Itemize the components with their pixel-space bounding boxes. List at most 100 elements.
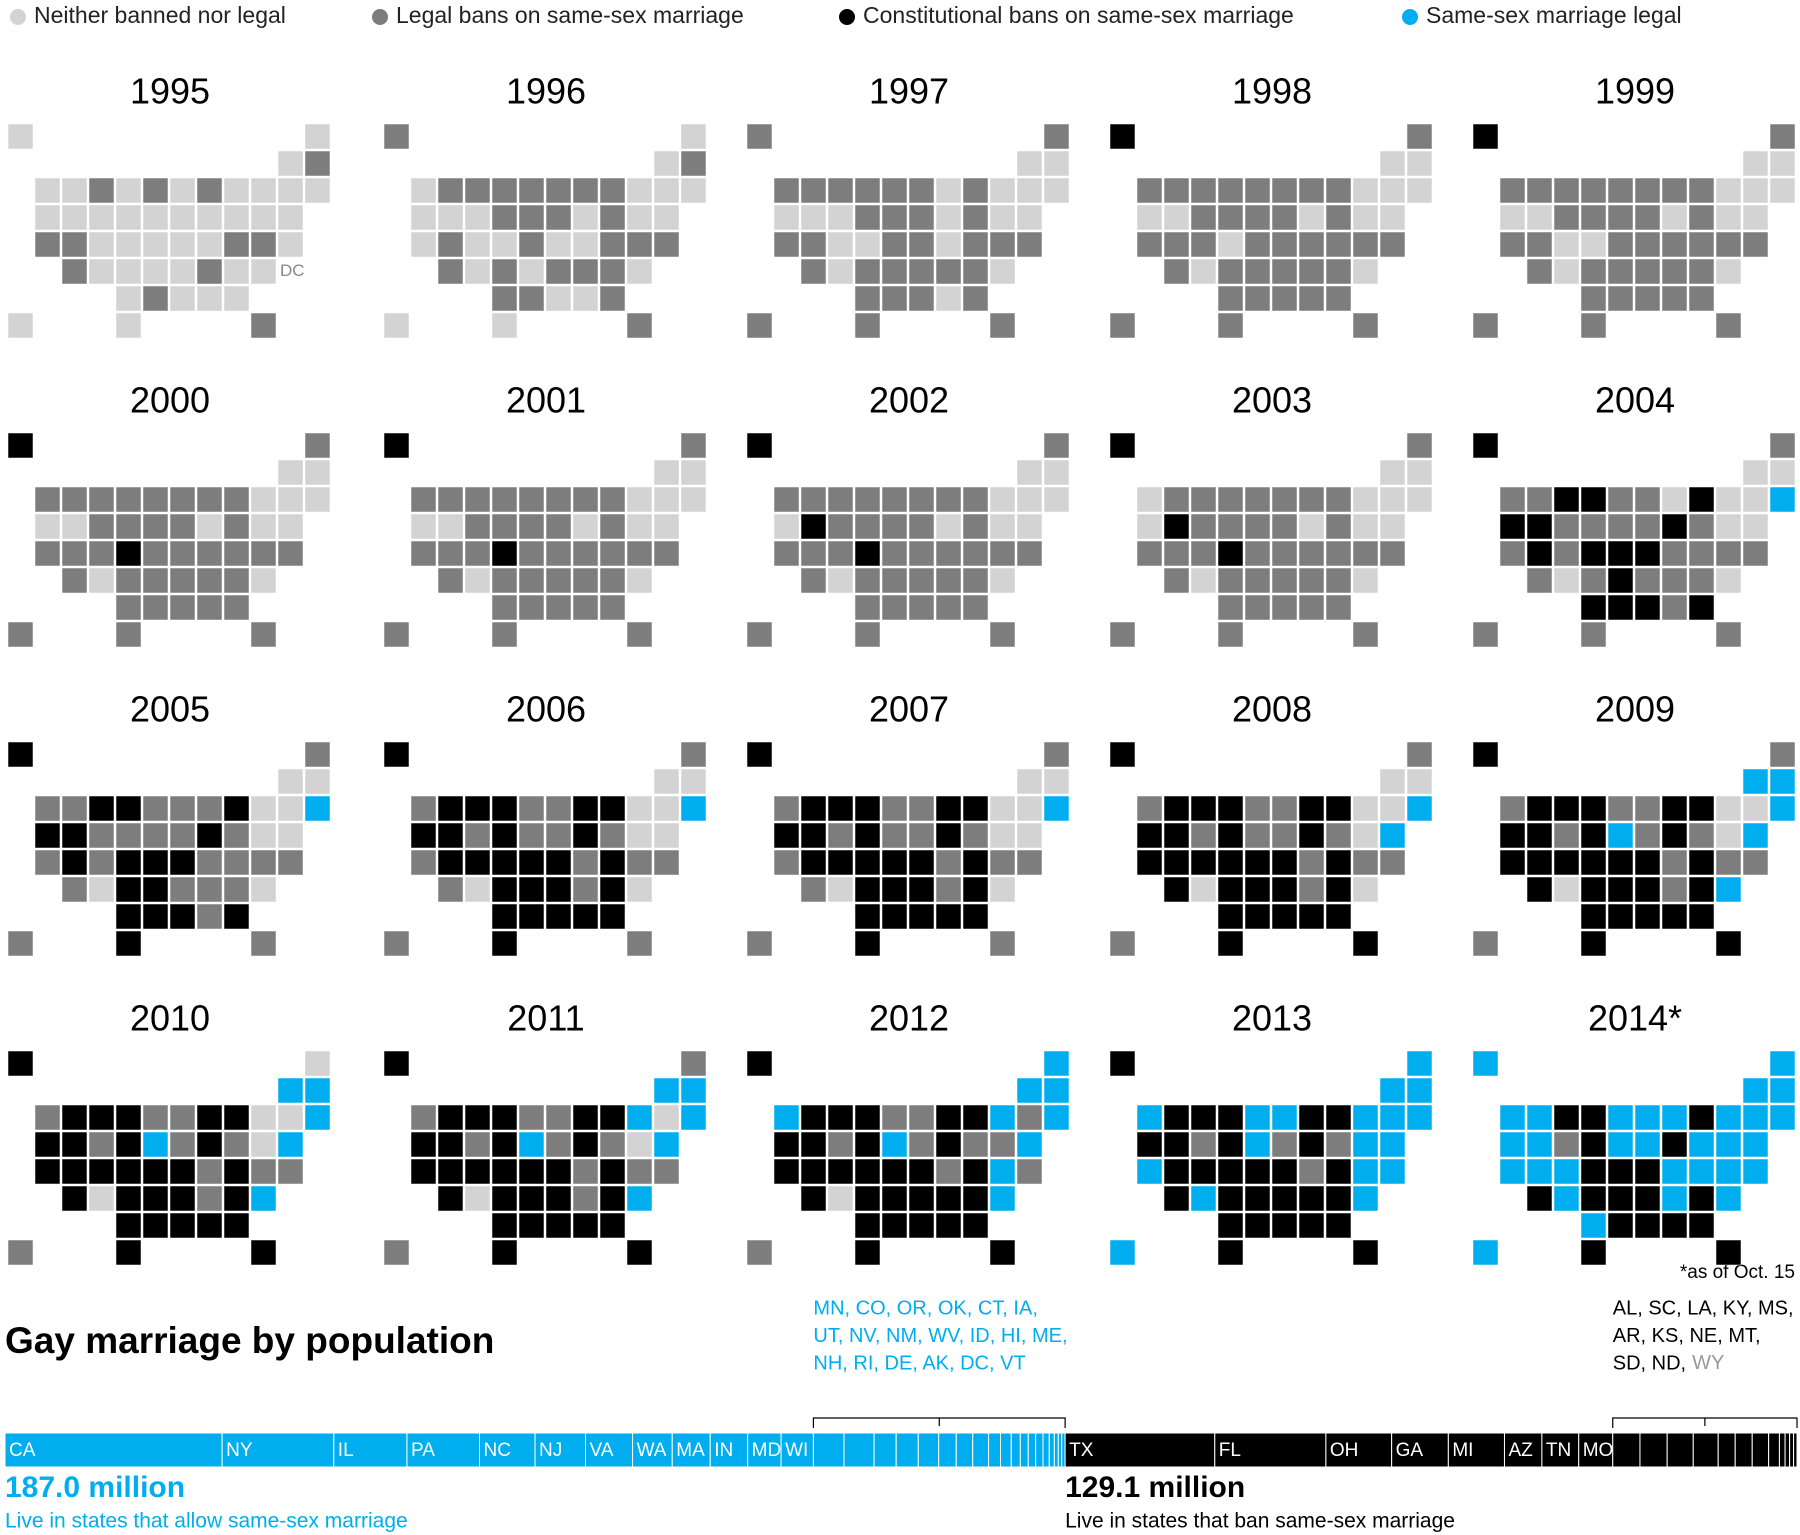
state-tile xyxy=(1136,540,1163,567)
state-tile xyxy=(1325,876,1352,903)
state-tile xyxy=(1136,849,1163,876)
state-tile xyxy=(1163,177,1190,204)
state-tile xyxy=(223,795,250,822)
state-tile xyxy=(1244,1185,1271,1212)
state-tile xyxy=(491,930,518,957)
population-segment xyxy=(1064,1432,1216,1468)
state-tile xyxy=(1742,231,1769,258)
state-tile xyxy=(277,795,304,822)
state-tile xyxy=(1298,849,1325,876)
state-tile xyxy=(1163,258,1190,285)
state-tile xyxy=(881,1158,908,1185)
population-segment xyxy=(333,1432,408,1468)
state-tile xyxy=(196,1212,223,1239)
state-tile xyxy=(1580,285,1607,312)
state-tile xyxy=(1016,849,1043,876)
population-segment xyxy=(747,1432,782,1468)
state-tile xyxy=(1043,123,1070,150)
state-tile xyxy=(935,594,962,621)
state-tile xyxy=(962,1131,989,1158)
state-tile xyxy=(962,1185,989,1212)
state-tile xyxy=(1634,540,1661,567)
state-tile xyxy=(1769,1077,1796,1104)
state-tile xyxy=(383,741,410,768)
state-tile xyxy=(169,204,196,231)
state-tile xyxy=(1742,822,1769,849)
state-tile xyxy=(223,486,250,513)
state-tile xyxy=(962,1158,989,1185)
state-tile xyxy=(250,621,277,648)
state-tile xyxy=(115,903,142,930)
state-tile xyxy=(854,540,881,567)
state-tile xyxy=(1298,876,1325,903)
state-tile xyxy=(1352,312,1379,339)
state-tile xyxy=(250,258,277,285)
state-tile xyxy=(1352,177,1379,204)
state-tile xyxy=(1526,795,1553,822)
map-year: 2002 xyxy=(869,380,949,421)
state-tile xyxy=(1526,540,1553,567)
state-tile xyxy=(881,1104,908,1131)
state-tile xyxy=(250,795,277,822)
state-tile xyxy=(545,486,572,513)
state-tile xyxy=(1325,1158,1352,1185)
state-tile xyxy=(1499,486,1526,513)
state-tile xyxy=(1553,204,1580,231)
state-tile xyxy=(518,1185,545,1212)
state-tile xyxy=(491,594,518,621)
state-tile xyxy=(962,795,989,822)
state-tile xyxy=(1016,768,1043,795)
state-tile xyxy=(800,822,827,849)
group-total: 129.1 million xyxy=(1065,1471,1245,1504)
state-tile xyxy=(935,1185,962,1212)
state-tile xyxy=(1217,903,1244,930)
state-tile xyxy=(1217,1212,1244,1239)
state-tile xyxy=(1742,513,1769,540)
state-tile xyxy=(989,876,1016,903)
state-tile xyxy=(115,567,142,594)
state-tile xyxy=(142,822,169,849)
population-segment xyxy=(1541,1432,1580,1468)
state-tile xyxy=(196,1158,223,1185)
state-tile xyxy=(142,903,169,930)
state-tile xyxy=(223,540,250,567)
state-tile xyxy=(169,231,196,258)
state-tile xyxy=(437,231,464,258)
state-tile xyxy=(1271,540,1298,567)
state-tile xyxy=(1661,231,1688,258)
state-tile xyxy=(1499,822,1526,849)
state-tile xyxy=(464,849,491,876)
state-tile xyxy=(1634,594,1661,621)
state-tile xyxy=(1607,1212,1634,1239)
state-tile xyxy=(827,231,854,258)
state-tile xyxy=(827,849,854,876)
state-tile xyxy=(545,513,572,540)
state-tile xyxy=(854,795,881,822)
state-tile xyxy=(1163,1158,1190,1185)
state-tile xyxy=(746,1050,773,1077)
state-tile xyxy=(518,486,545,513)
state-tile xyxy=(1526,1185,1553,1212)
state-tile xyxy=(142,594,169,621)
state-tile xyxy=(680,432,707,459)
state-tile xyxy=(1016,486,1043,513)
state-tile xyxy=(800,1158,827,1185)
state-tile xyxy=(989,204,1016,231)
state-tile xyxy=(1607,1158,1634,1185)
state-tile xyxy=(626,1131,653,1158)
state-tile xyxy=(1526,204,1553,231)
state-tile xyxy=(680,1077,707,1104)
state-tile xyxy=(854,876,881,903)
state-tile xyxy=(1352,795,1379,822)
state-tile xyxy=(142,231,169,258)
state-tile xyxy=(962,1212,989,1239)
state-tile xyxy=(223,903,250,930)
state-tile xyxy=(277,177,304,204)
state-tile xyxy=(1742,849,1769,876)
state-tile xyxy=(1298,1104,1325,1131)
state-tile xyxy=(7,621,34,648)
state-tile xyxy=(962,903,989,930)
state-tile xyxy=(1163,204,1190,231)
state-tile xyxy=(1661,822,1688,849)
state-tile xyxy=(1472,1239,1499,1266)
